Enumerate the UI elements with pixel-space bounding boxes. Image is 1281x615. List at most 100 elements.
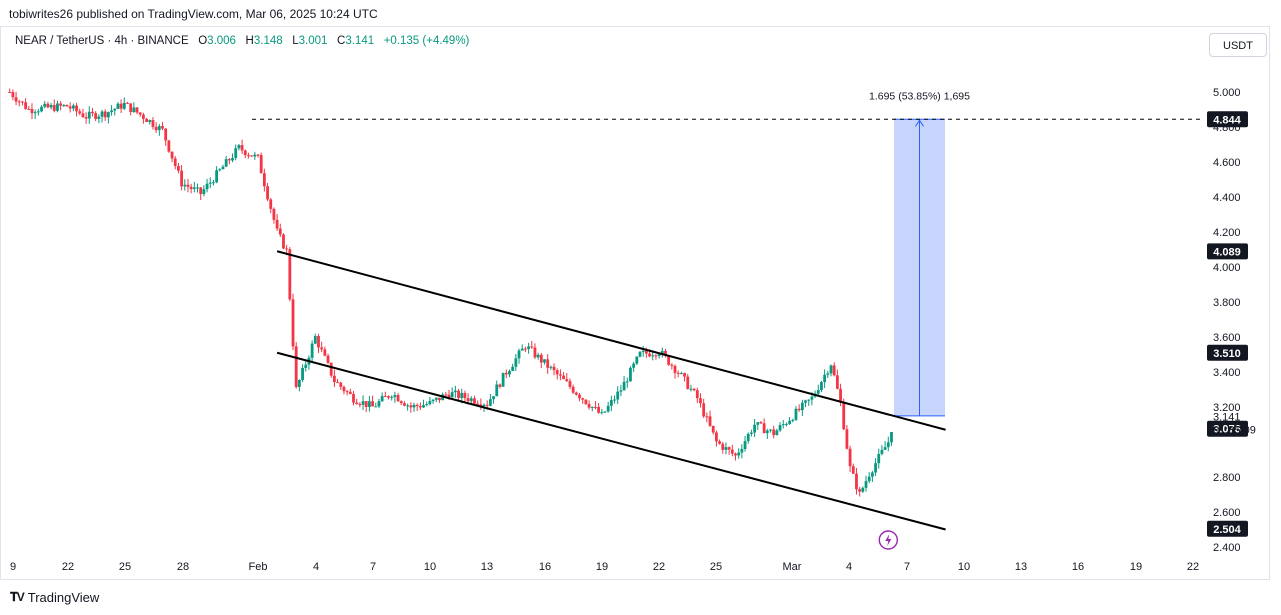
candle-body — [78, 111, 82, 114]
x-tick-label: 22 — [62, 561, 74, 573]
candle-body — [622, 381, 626, 391]
x-tick-label: 7 — [904, 561, 910, 573]
candle-body — [508, 370, 511, 375]
candle-body — [848, 448, 852, 467]
candle-body — [406, 405, 410, 407]
symbol-name[interactable]: NEAR / TetherUS · 4h · BINANCE — [15, 35, 189, 47]
symbol-legend: NEAR / TetherUS · 4h · BINANCE O3.006 H3… — [15, 35, 469, 47]
candle-body — [759, 422, 763, 424]
candle-body — [514, 358, 518, 367]
candle-body — [851, 466, 855, 474]
candle-body — [753, 424, 756, 433]
y-tick-label: 4.000 — [1213, 262, 1241, 274]
candle-body — [737, 452, 741, 456]
candle-body — [797, 408, 801, 411]
close-value: 3.141 — [345, 35, 375, 47]
candle-body — [578, 394, 581, 399]
candle-body — [826, 373, 830, 375]
candle-body — [667, 355, 671, 365]
candle-body — [135, 107, 139, 113]
candle-body — [208, 182, 212, 184]
candle-body — [138, 112, 142, 115]
candle-body — [574, 392, 578, 395]
candle-body — [756, 422, 760, 425]
candle-body — [606, 405, 610, 412]
candle-body — [301, 367, 304, 381]
candle-body — [861, 487, 865, 492]
event-bolt-glyph — [885, 534, 892, 546]
price-label: 3.076 — [1213, 424, 1241, 436]
currency-button[interactable]: USDT — [1209, 33, 1267, 57]
candle-body — [743, 441, 747, 450]
candle-body — [59, 103, 63, 106]
close-label: C — [337, 35, 346, 47]
candle-body — [536, 354, 540, 358]
candle-body — [428, 401, 432, 405]
candle-body — [705, 416, 709, 418]
candle-body — [543, 359, 546, 363]
candle-body — [724, 447, 728, 450]
candle-body — [571, 386, 575, 393]
candle-body — [218, 169, 222, 171]
candle-body — [619, 390, 623, 392]
candle-body — [600, 412, 604, 414]
y-tick-label: 4.400 — [1213, 192, 1241, 204]
candle-body — [711, 425, 715, 433]
candle-body — [867, 476, 871, 482]
candle-body — [644, 350, 648, 354]
candle-body — [807, 399, 811, 401]
candle-body — [11, 92, 15, 98]
candle-body — [804, 400, 807, 403]
candle-body — [511, 366, 515, 371]
candle-body — [196, 187, 199, 189]
candle-body — [823, 374, 827, 383]
candle-body — [33, 112, 37, 114]
x-tick-label: 25 — [119, 561, 131, 573]
candle-body — [479, 404, 483, 407]
candle-body — [498, 384, 502, 387]
x-tick-label: 19 — [596, 561, 608, 573]
candle-body — [683, 373, 686, 377]
candle-body — [36, 111, 40, 113]
candle-body — [180, 170, 183, 187]
candle-body — [43, 103, 47, 107]
candle-body — [781, 424, 785, 426]
candle-body — [27, 108, 31, 110]
candle-body — [415, 404, 419, 407]
candle-body — [463, 392, 467, 399]
candle-body — [94, 113, 98, 119]
x-tick-label: 19 — [1130, 561, 1142, 573]
candle-body — [368, 401, 371, 407]
candle-body — [247, 155, 250, 157]
candle-body — [17, 101, 21, 103]
candle-body — [205, 183, 209, 190]
candle-body — [215, 170, 219, 183]
y-tick-label: 3.800 — [1213, 297, 1241, 309]
candle-body — [810, 396, 814, 400]
high-value: 3.148 — [253, 35, 283, 47]
candle-body — [371, 401, 374, 407]
candle-body — [485, 404, 489, 406]
candle-body — [616, 391, 620, 400]
candle-body — [482, 404, 486, 407]
y-tick-label: 4.600 — [1213, 157, 1241, 169]
candle-body — [495, 384, 499, 397]
candle-body — [333, 375, 336, 383]
price-label: 3.510 — [1213, 348, 1241, 360]
candle-body — [192, 187, 196, 189]
candle-body — [339, 382, 343, 387]
x-tick-label: Mar — [783, 561, 802, 573]
price-label: 4.844 — [1213, 114, 1241, 126]
candle-body — [377, 401, 381, 407]
y-tick-label: 2.600 — [1213, 507, 1241, 519]
chart-pane[interactable] — [0, 26, 1270, 580]
candle-body — [297, 380, 301, 387]
candle-body — [874, 463, 877, 473]
x-tick-label: 4 — [846, 561, 852, 573]
candle-body — [890, 432, 893, 443]
candle-body — [177, 166, 180, 171]
candle-body — [855, 473, 858, 490]
candle-body — [568, 381, 572, 387]
candle-body — [266, 186, 269, 200]
tradingview-logo[interactable]: 𝐓V TradingView — [10, 590, 99, 605]
